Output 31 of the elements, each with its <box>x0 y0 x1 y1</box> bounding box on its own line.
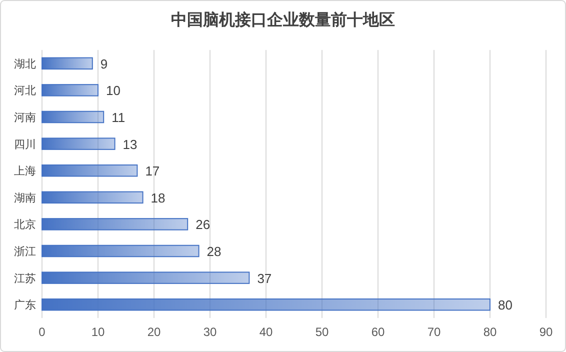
ytick: 上海 <box>14 166 36 178</box>
xtick: 90 <box>539 325 553 339</box>
xtick: 20 <box>147 325 161 339</box>
xtick: 60 <box>371 325 385 339</box>
xtick: 80 <box>483 325 497 339</box>
label: 37 <box>257 270 272 286</box>
ytick: 江苏 <box>14 272 36 285</box>
label: 28 <box>206 244 222 259</box>
ytick: 浙江 <box>14 246 36 258</box>
xtick: 10 <box>91 325 105 339</box>
label: 18 <box>150 190 166 206</box>
label: 80 <box>498 298 512 313</box>
xtick: 40 <box>259 325 273 339</box>
title: 中国脑机接口企业数量前十地区 <box>171 12 395 29</box>
ytick: 广东 <box>14 300 36 312</box>
label: 10 <box>106 83 120 98</box>
xtick: 30 <box>203 325 217 339</box>
label: 26 <box>196 217 210 232</box>
label: 13 <box>122 136 138 152</box>
ytick: 河南 <box>14 112 36 124</box>
xtick: 0 <box>38 325 46 339</box>
xtick: 70 <box>427 325 441 339</box>
ytick: 四川 <box>14 138 36 151</box>
label: 11 <box>112 110 126 125</box>
ytick: 河北 <box>14 85 36 98</box>
label: 9 <box>100 56 108 72</box>
label: 17 <box>145 164 160 179</box>
ytick: 湖南 <box>14 192 36 204</box>
ytick: 北京 <box>14 219 36 232</box>
xtick: 50 <box>315 325 329 339</box>
ytick: 湖北 <box>14 58 36 70</box>
